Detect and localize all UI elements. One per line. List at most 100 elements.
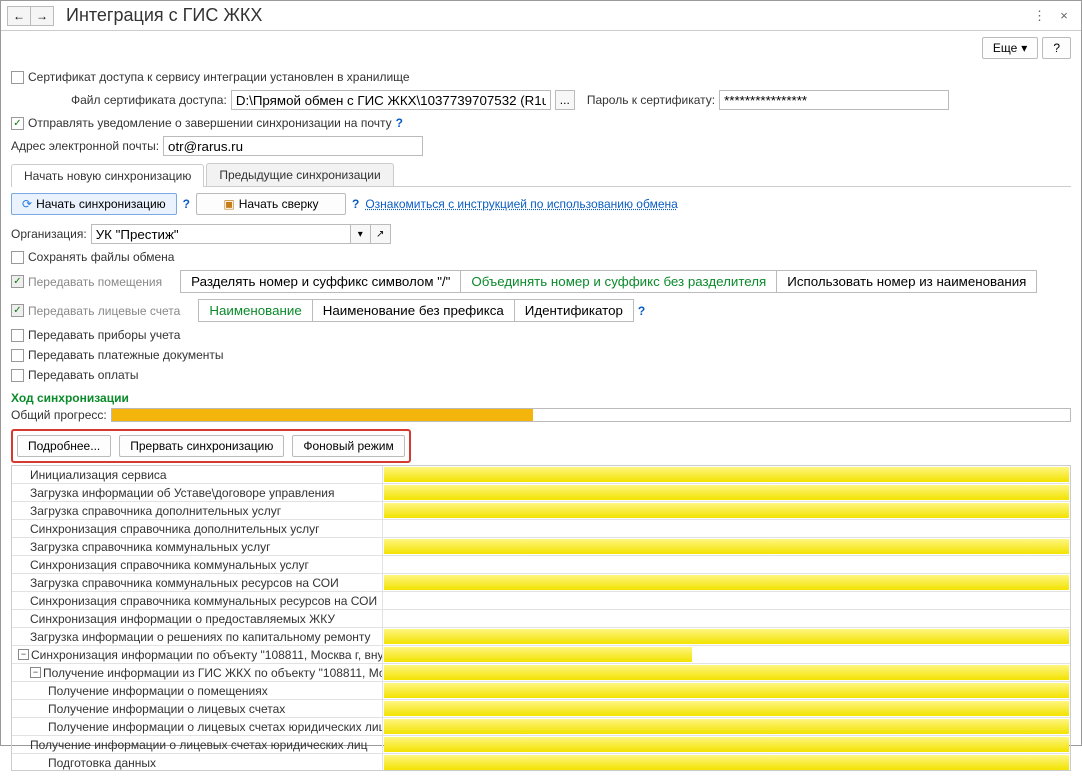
accounts-checkbox: ✓ <box>11 304 24 317</box>
rooms-opt-join[interactable]: Объединять номер и суффикс без разделите… <box>461 270 777 293</box>
nav-forward[interactable]: → <box>30 6 54 26</box>
action-highlighted-group: Подробнее... Прервать синхронизацию Фоно… <box>11 429 411 463</box>
tree-row[interactable]: Загрузка справочника коммунальных услуг <box>12 538 1070 556</box>
cert-installed-checkbox[interactable] <box>11 71 24 84</box>
keep-files-label: Сохранять файлы обмена <box>28 250 174 264</box>
tree-row[interactable]: Инициализация сервиса <box>12 466 1070 484</box>
tree-row-progress <box>382 466 1070 483</box>
tree-row-label: Получение информации о лицевых счетах юр… <box>12 738 382 752</box>
tree-row-progress <box>382 664 1070 681</box>
meters-label: Передавать приборы учета <box>28 328 180 342</box>
tree-row-progress <box>382 538 1070 555</box>
tree-row-label: Загрузка справочника коммунальных ресурс… <box>12 576 382 590</box>
email-input[interactable] <box>163 136 423 156</box>
org-dropdown-icon[interactable]: ▾ <box>351 224 371 244</box>
accounts-label: Передавать лицевые счета <box>28 304 180 318</box>
tab-start-sync[interactable]: Начать новую синхронизацию <box>11 164 204 187</box>
tree-row[interactable]: Загрузка информации об Уставе\договоре у… <box>12 484 1070 502</box>
tree-row-label: Синхронизация справочника дополнительных… <box>12 522 382 536</box>
tree-row-progress <box>382 736 1070 753</box>
tree-row[interactable]: −Получение информации из ГИС ЖКХ по объе… <box>12 664 1070 682</box>
tree-row[interactable]: Получение информации о лицевых счетах <box>12 700 1070 718</box>
accounts-opt-id[interactable]: Идентификатор <box>515 299 634 322</box>
progress-tree[interactable]: Инициализация сервисаЗагрузка информации… <box>11 465 1071 771</box>
manual-link[interactable]: Ознакомиться с инструкцией по использова… <box>365 197 677 211</box>
tree-row-label: Получение информации о лицевых счетах <box>12 702 382 716</box>
background-button[interactable]: Фоновый режим <box>292 435 404 457</box>
tree-row-label: Получение информации о лицевых счетах юр… <box>12 720 382 734</box>
org-input[interactable] <box>91 224 351 244</box>
tree-row-progress <box>382 520 1070 537</box>
accounts-opt-noprefix[interactable]: Наименование без префикса <box>313 299 515 322</box>
tree-row-progress <box>382 484 1070 501</box>
progress-title: Ход синхронизации <box>11 391 1071 405</box>
more-button-label: Еще <box>993 41 1017 55</box>
tree-row-progress <box>382 592 1070 609</box>
tree-row-label: Загрузка справочника коммунальных услуг <box>12 540 382 554</box>
cert-pass-input[interactable] <box>719 90 949 110</box>
accounts-help-icon[interactable]: ? <box>638 304 645 318</box>
cert-file-input[interactable] <box>231 90 551 110</box>
tree-row[interactable]: −Синхронизация информации по объекту "10… <box>12 646 1070 664</box>
tree-row[interactable]: Загрузка справочника дополнительных услу… <box>12 502 1070 520</box>
tree-row-label: Получение информации о помещениях <box>12 684 382 698</box>
tree-row-progress <box>382 754 1070 771</box>
tree-row-label: Синхронизация информации о предоставляем… <box>12 612 382 626</box>
tree-toggle-icon[interactable]: − <box>18 649 29 660</box>
tab-prev-sync[interactable]: Предыдущие синхронизации <box>206 163 393 186</box>
tree-row-progress <box>382 700 1070 717</box>
meters-checkbox[interactable] <box>11 329 24 342</box>
start-check-help-icon[interactable]: ? <box>352 197 359 211</box>
help-button[interactable]: ? <box>1042 37 1071 59</box>
nav-back[interactable]: ← <box>7 6 31 26</box>
tree-row-progress <box>382 610 1070 627</box>
tree-row-label: −Получение информации из ГИС ЖКХ по объе… <box>12 666 382 680</box>
tree-row[interactable]: Получение информации о лицевых счетах юр… <box>12 736 1070 754</box>
tree-row-progress <box>382 628 1070 645</box>
rooms-opt-split[interactable]: Разделять номер и суффикс символом "/" <box>180 270 461 293</box>
details-button[interactable]: Подробнее... <box>17 435 111 457</box>
abort-button[interactable]: Прервать синхронизацию <box>119 435 284 457</box>
tree-row-label: Синхронизация справочника коммунальных р… <box>12 594 382 608</box>
tree-row-progress <box>382 682 1070 699</box>
tree-row-progress <box>382 646 1070 663</box>
notify-checkbox[interactable]: ✓ <box>11 117 24 130</box>
cert-file-label: Файл сертификата доступа: <box>71 93 227 107</box>
tree-row[interactable]: Загрузка справочника коммунальных ресурс… <box>12 574 1070 592</box>
tree-row[interactable]: Синхронизация справочника коммунальных у… <box>12 556 1070 574</box>
rooms-opt-fromname[interactable]: Использовать номер из наименования <box>777 270 1037 293</box>
dropdown-icon: ▾ <box>1021 41 1027 55</box>
start-sync-help-icon[interactable]: ? <box>183 197 190 211</box>
more-button[interactable]: Еще ▾ <box>982 37 1038 59</box>
tree-row-progress <box>382 556 1070 573</box>
cert-file-browse[interactable]: ... <box>555 90 575 110</box>
tree-row[interactable]: Синхронизация справочника коммунальных р… <box>12 592 1070 610</box>
tree-row[interactable]: Синхронизация справочника дополнительных… <box>12 520 1070 538</box>
tree-row[interactable]: Синхронизация информации о предоставляем… <box>12 610 1070 628</box>
tree-toggle-icon[interactable]: − <box>30 667 41 678</box>
overall-label: Общий прогресс: <box>11 408 107 422</box>
start-check-button[interactable]: ▣ Начать сверку <box>196 193 346 215</box>
keep-files-checkbox[interactable] <box>11 251 24 264</box>
rooms-checkbox: ✓ <box>11 275 24 288</box>
tree-row[interactable]: Получение информации о помещениях <box>12 682 1070 700</box>
tree-row-progress <box>382 502 1070 519</box>
check-icon: ▣ <box>223 197 234 211</box>
menu-more-icon[interactable]: ⋮ <box>1027 7 1049 25</box>
cert-pass-label: Пароль к сертификату: <box>587 93 715 107</box>
paydocs-checkbox[interactable] <box>11 349 24 362</box>
payments-checkbox[interactable] <box>11 369 24 382</box>
close-icon[interactable]: × <box>1053 7 1075 25</box>
start-check-label: Начать сверку <box>239 197 319 211</box>
rooms-label: Передавать помещения <box>28 275 162 289</box>
start-sync-button[interactable]: ⟳ Начать синхронизацию <box>11 193 177 215</box>
tree-row[interactable]: Подготовка данных <box>12 754 1070 771</box>
tree-row-label: −Синхронизация информации по объекту "10… <box>12 648 382 662</box>
tree-row[interactable]: Загрузка информации о решениях по капита… <box>12 628 1070 646</box>
notify-help-icon[interactable]: ? <box>396 116 403 130</box>
accounts-opt-name[interactable]: Наименование <box>198 299 312 322</box>
tree-row[interactable]: Получение информации о лицевых счетах юр… <box>12 718 1070 736</box>
cert-installed-label: Сертификат доступа к сервису интеграции … <box>28 70 410 84</box>
rooms-segment: Разделять номер и суффикс символом "/" О… <box>180 270 1037 293</box>
org-open-icon[interactable]: ↗ <box>371 224 391 244</box>
